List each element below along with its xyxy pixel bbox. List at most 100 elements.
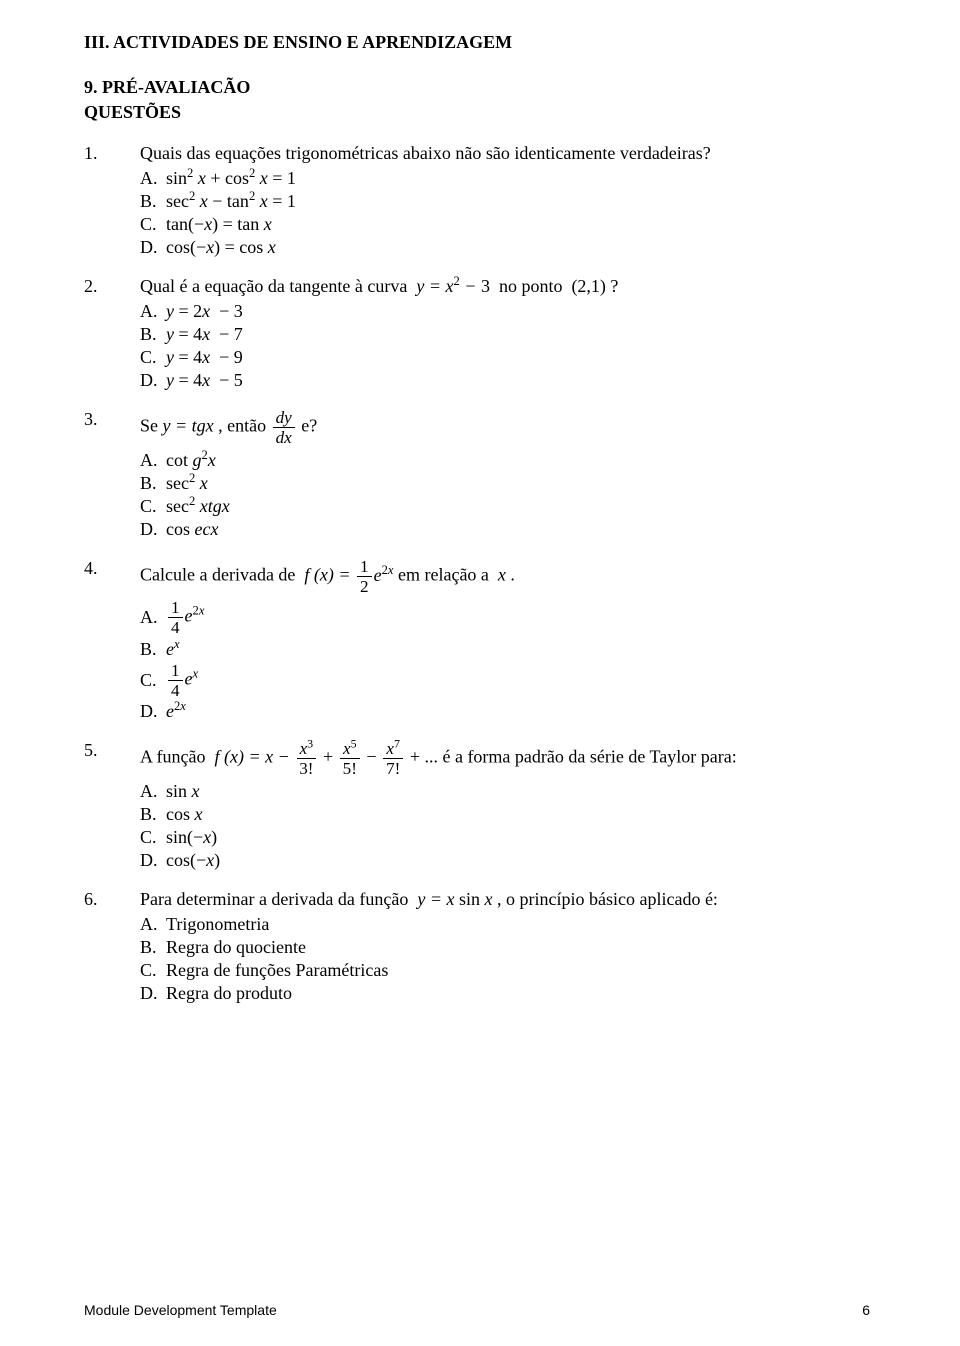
option-letter: A.: [140, 781, 166, 802]
option-value: cos(−x): [166, 850, 220, 871]
option: B.cos x: [140, 804, 870, 825]
option-letter: C.: [140, 214, 166, 235]
option-letter: D.: [140, 519, 166, 540]
page-footer: Module Development Template 6: [84, 1302, 870, 1318]
option: D.e2x: [140, 701, 870, 722]
option: B.sec2 x: [140, 473, 870, 494]
option: C.y = 4x − 9: [140, 347, 870, 368]
option-value: 14e2x: [166, 599, 204, 636]
option-letter: B.: [140, 473, 166, 494]
option: B.ex: [140, 639, 870, 660]
question-number: 3.: [84, 409, 140, 430]
option-letter: C.: [140, 827, 166, 848]
question: 4.Calcule a derivada de f (x) = 12e2x em…: [84, 558, 870, 722]
option-value: e2x: [166, 701, 186, 722]
option-letter: C.: [140, 496, 166, 517]
option-letter: C.: [140, 960, 166, 981]
option-value: Regra do quociente: [166, 937, 306, 958]
option-value: tan(−x) = tan x: [166, 214, 272, 235]
option: D.cos(−x): [140, 850, 870, 871]
option: C.sec2 xtgx: [140, 496, 870, 517]
question-row: 1.Quais das equações trigonométricas aba…: [84, 143, 870, 164]
question-row: 3.Se y = tgx , então dydx e?: [84, 409, 870, 446]
option-value: sin2 x + cos2 x = 1: [166, 168, 296, 189]
question: 6.Para determinar a derivada da função y…: [84, 889, 870, 1004]
options: A.sin xB.cos xC.sin(−x)D.cos(−x): [140, 781, 870, 871]
option: B.sec2 x − tan2 x = 1: [140, 191, 870, 212]
footer-page-number: 6: [862, 1302, 870, 1318]
option-value: sec2 x − tan2 x = 1: [166, 191, 296, 212]
options: A.cot g2xB.sec2 xC.sec2 xtgxD.cos ecx: [140, 450, 870, 540]
question-text: Qual é a equação da tangente à curva y =…: [140, 276, 870, 297]
option-value: cos(−x) = cos x: [166, 237, 276, 258]
option: A.sin2 x + cos2 x = 1: [140, 168, 870, 189]
option-value: sin x: [166, 781, 200, 802]
option: B.Regra do quociente: [140, 937, 870, 958]
option-letter: B.: [140, 639, 166, 660]
option-letter: A.: [140, 168, 166, 189]
question-row: 5.A função f (x) = x − x33! + x55! − x77…: [84, 740, 870, 777]
option-value: cos ecx: [166, 519, 218, 540]
option-letter: B.: [140, 804, 166, 825]
question-number: 6.: [84, 889, 140, 910]
option: C.Regra de funções Paramétricas: [140, 960, 870, 981]
option-letter: A.: [140, 301, 166, 322]
question-text: Calcule a derivada de f (x) = 12e2x em r…: [140, 558, 870, 595]
option: D.Regra do produto: [140, 983, 870, 1004]
question-number: 4.: [84, 558, 140, 579]
option-value: Trigonometria: [166, 914, 269, 935]
question-row: 2.Qual é a equação da tangente à curva y…: [84, 276, 870, 297]
question-number: 5.: [84, 740, 140, 761]
option-letter: D.: [140, 370, 166, 391]
question-number: 2.: [84, 276, 140, 297]
option: C.sin(−x): [140, 827, 870, 848]
question-text: Se y = tgx , então dydx e?: [140, 409, 870, 446]
option-letter: A.: [140, 450, 166, 471]
option-value: Regra do produto: [166, 983, 292, 1004]
question: 1.Quais das equações trigonométricas aba…: [84, 143, 870, 258]
option-letter: C.: [140, 347, 166, 368]
option-letter: D.: [140, 850, 166, 871]
option-letter: A.: [140, 607, 166, 628]
option-value: 14ex: [166, 662, 198, 699]
option: C.tan(−x) = tan x: [140, 214, 870, 235]
question: 3.Se y = tgx , então dydx e? A.cot g2xB.s…: [84, 409, 870, 540]
option: A.Trigonometria: [140, 914, 870, 935]
question: 2.Qual é a equação da tangente à curva y…: [84, 276, 870, 391]
option-value: ex: [166, 639, 180, 660]
option: A.y = 2x − 3: [140, 301, 870, 322]
option-value: y = 4x − 9: [166, 347, 243, 368]
option: A.sin x: [140, 781, 870, 802]
option-value: Regra de funções Paramétricas: [166, 960, 388, 981]
sub-header: 9. PRÉ-AVALIACÃO: [84, 77, 870, 98]
option-letter: B.: [140, 937, 166, 958]
option-letter: D.: [140, 983, 166, 1004]
option: A.cot g2x: [140, 450, 870, 471]
option-letter: B.: [140, 191, 166, 212]
option: D.y = 4x − 5: [140, 370, 870, 391]
question: 5.A função f (x) = x − x33! + x55! − x77…: [84, 740, 870, 871]
section-header: III. ACTIVIDADES DE ENSINO E APRENDIZAGE…: [84, 32, 870, 53]
sub-header-2: QUESTÕES: [84, 102, 870, 123]
options: A.TrigonometriaB.Regra do quocienteC.Reg…: [140, 914, 870, 1004]
question-text: Para determinar a derivada da função y =…: [140, 889, 870, 910]
option-letter: B.: [140, 324, 166, 345]
option: C.14ex: [140, 662, 870, 699]
option-value: y = 2x − 3: [166, 301, 243, 322]
option-value: sec2 xtgx: [166, 496, 230, 517]
options: A.14e2xB.exC.14exD.e2x: [140, 599, 870, 721]
option-letter: A.: [140, 914, 166, 935]
options: A.sin2 x + cos2 x = 1B.sec2 x − tan2 x =…: [140, 168, 870, 258]
option-value: cos x: [166, 804, 203, 825]
option-letter: D.: [140, 237, 166, 258]
option: D.cos(−x) = cos x: [140, 237, 870, 258]
option-letter: D.: [140, 701, 166, 722]
option-value: y = 4x − 7: [166, 324, 243, 345]
option: B.y = 4x − 7: [140, 324, 870, 345]
question-row: 6.Para determinar a derivada da função y…: [84, 889, 870, 910]
option: D.cos ecx: [140, 519, 870, 540]
question-text: Quais das equações trigonométricas abaix…: [140, 143, 870, 164]
question-number: 1.: [84, 143, 140, 164]
option-value: cot g2x: [166, 450, 216, 471]
option-value: sec2 x: [166, 473, 208, 494]
